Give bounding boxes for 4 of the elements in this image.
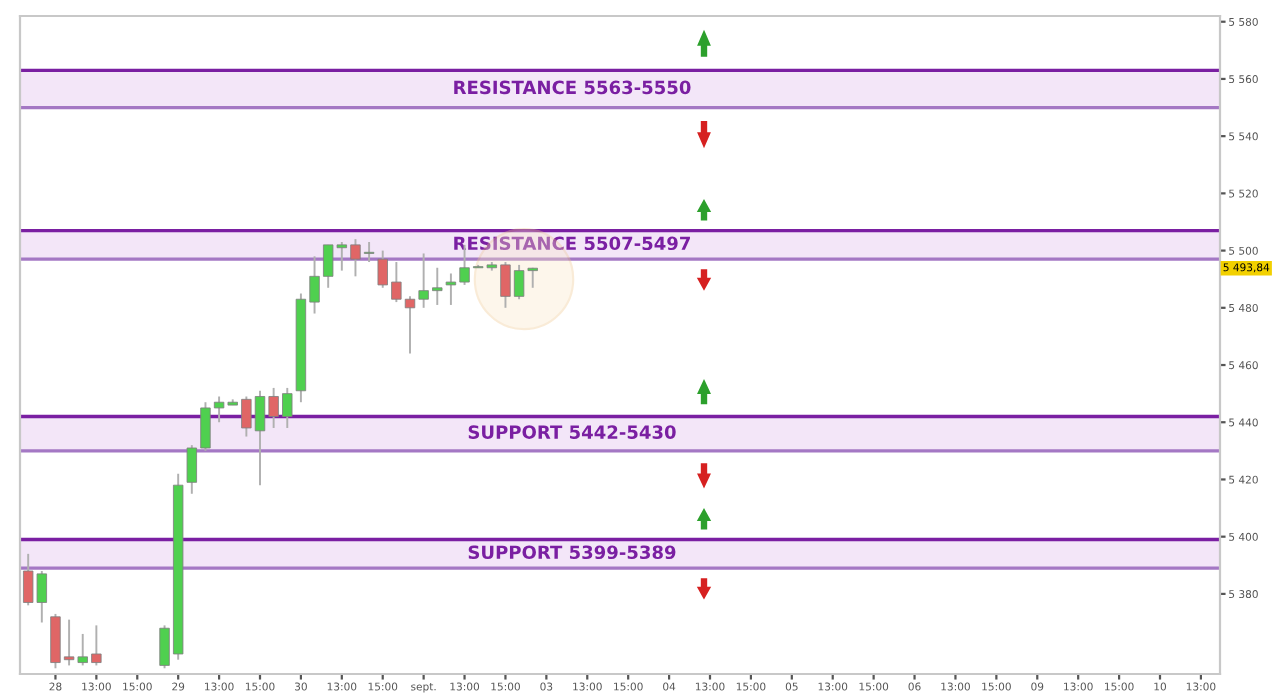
band-label: SUPPORT 5399-5389 [468,545,676,560]
band-label: SUPPORT 5442-5430 [468,425,676,439]
band-label: RESISTANCE 5507-5497 [454,236,690,251]
band-label: RESISTANCE 5563-5550 [454,80,691,95]
